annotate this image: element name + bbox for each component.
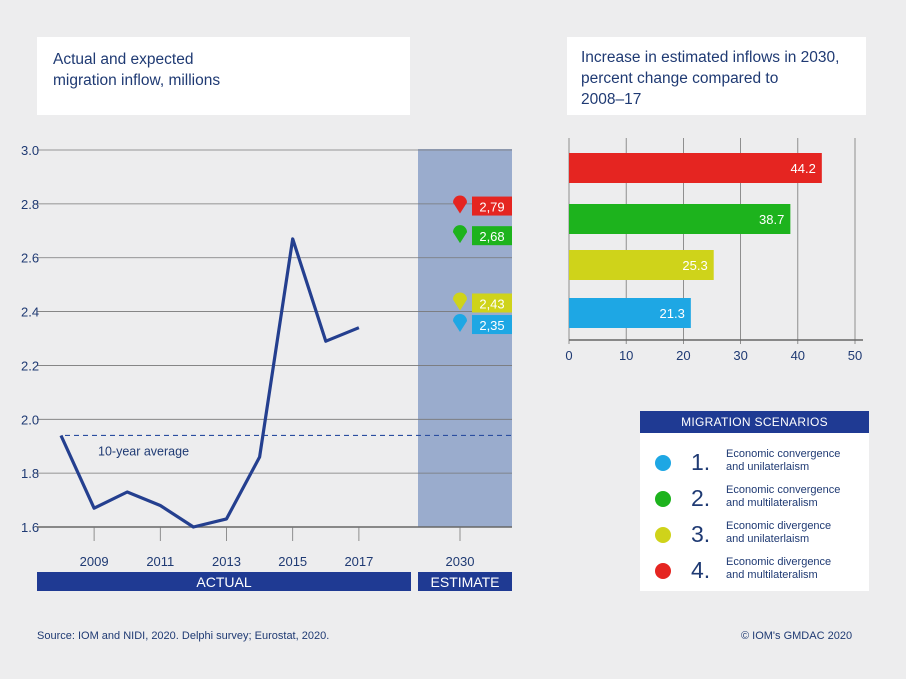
estimate-section-label: ESTIMATE — [431, 574, 500, 590]
estimate-label-2: 2,68 — [479, 229, 504, 244]
legend-text-4-line-1: Economic divergence — [726, 556, 832, 568]
legend-dot-3 — [655, 527, 671, 543]
bar-chart-title-line-3: 2008–17 — [581, 91, 642, 108]
y-tick-label-0: 3.0 — [21, 143, 39, 158]
migration-inflow-line — [59, 237, 360, 529]
line-chart-title-line-1: Actual and expected — [53, 51, 194, 68]
estimate-marker-4 — [453, 314, 467, 333]
estimate-label-box-3 — [472, 293, 512, 313]
estimate-label-box-4 — [472, 315, 512, 335]
legend-number-2: 2. — [691, 485, 711, 511]
y-tick-label-4: 2.2 — [21, 358, 39, 373]
legend-dot-1 — [655, 455, 671, 471]
legend-text-1-line-2: and unilaterlaism — [726, 461, 810, 473]
actual-section-label: ACTUAL — [196, 574, 251, 590]
bar-chart-title: Increase in estimated inflows in 2030, p… — [567, 37, 866, 115]
legend-text-4-line-2: and multilateralism — [726, 569, 818, 581]
legend-text-3: Economic divergence and unilaterlaism — [726, 520, 866, 546]
legend-text-2: Economic convergence and multilateralism — [726, 484, 866, 510]
estimate-label-3: 2,43 — [479, 297, 504, 312]
x-tick-label-0: 2009 — [80, 554, 109, 569]
legend-text-1-line-1: Economic convergence — [726, 448, 841, 460]
x-tick-label-3: 2015 — [278, 554, 307, 569]
y-tick-label-3: 2.4 — [21, 305, 39, 320]
estimate-section-bar — [418, 572, 512, 591]
y-tick-label-5: 2.0 — [21, 412, 39, 427]
estimate-marker-1 — [453, 195, 467, 214]
legend-item-1: 1. Economic convergence and unilaterlais… — [640, 445, 869, 481]
x-tick-label-5: 2030 — [446, 554, 475, 569]
legend-text-3-line-1: Economic divergence — [726, 520, 832, 532]
legend-text-3-line-2: and unilaterlaism — [726, 533, 810, 545]
legend-text-2-line-2: and multilateralism — [726, 497, 818, 509]
migration-scenarios-legend: MIGRATION SCENARIOS 1. Economic converge… — [640, 411, 869, 591]
line-chart-title: Actual and expected migration inflow, mi… — [37, 37, 410, 115]
average-label: 10-year average — [98, 444, 189, 458]
legend-text-2-line-1: Economic convergence — [726, 484, 841, 496]
x-tick-label-1: 2011 — [146, 554, 174, 569]
y-tick-label-6: 1.8 — [21, 466, 39, 481]
x-tick-label-2: 2013 — [212, 554, 241, 569]
bar-chart-title-line-1: Increase in estimated inflows in 2030, — [581, 49, 840, 66]
estimate-label-box-2 — [472, 226, 512, 246]
copyright-note: © IOM's GMDAC 2020 — [741, 630, 853, 642]
y-tick-label-2: 2.6 — [21, 251, 39, 266]
legend-item-4: 4. Economic divergence and multilaterali… — [640, 553, 869, 589]
actual-section-bar — [37, 572, 411, 591]
y-tick-label-7: 1.6 — [21, 520, 39, 535]
legend-number-3: 3. — [691, 521, 711, 547]
estimate-label-4: 2,35 — [479, 318, 504, 333]
legend-number-1: 1. — [691, 449, 711, 475]
estimate-label-box-1 — [472, 196, 512, 216]
legend-text-4: Economic divergence and multilateralism — [726, 556, 866, 582]
legend-title: MIGRATION SCENARIOS — [640, 411, 869, 433]
legend-number-4: 4. — [691, 557, 711, 583]
estimate-label-1: 2,79 — [479, 200, 504, 215]
estimate-marker-2 — [453, 225, 467, 244]
legend-text-1: Economic convergence and unilaterlaism — [726, 448, 866, 474]
legend-item-3: 3. Economic divergence and unilaterlaism — [640, 517, 869, 553]
legend-dot-4 — [655, 563, 671, 579]
line-chart-title-line-2: migration inflow, millions — [53, 72, 221, 89]
source-note: Source: IOM and NIDI, 2020. Delphi surve… — [37, 630, 330, 642]
legend-dot-2 — [655, 491, 671, 507]
estimate-marker-3 — [453, 292, 467, 311]
bar-chart-title-line-2: percent change compared to — [581, 70, 779, 87]
y-tick-label-1: 2.8 — [21, 197, 39, 212]
legend-item-2: 2. Economic convergence and multilateral… — [640, 481, 869, 517]
x-tick-label-4: 2017 — [344, 554, 373, 569]
